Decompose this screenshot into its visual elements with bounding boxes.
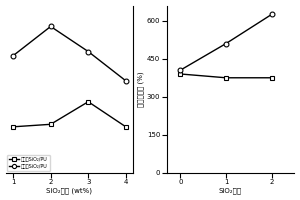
Y-axis label: 断裂伸长率 (%): 断裂伸长率 (%) xyxy=(137,71,144,107)
X-axis label: SiO₂含量 (wt%): SiO₂含量 (wt%) xyxy=(46,188,92,194)
X-axis label: SiO₂含量: SiO₂含量 xyxy=(219,188,242,194)
Legend: 片层型SiO₂/PU, 结构型SiO₂/PU: 片层型SiO₂/PU, 结构型SiO₂/PU xyxy=(7,155,50,171)
